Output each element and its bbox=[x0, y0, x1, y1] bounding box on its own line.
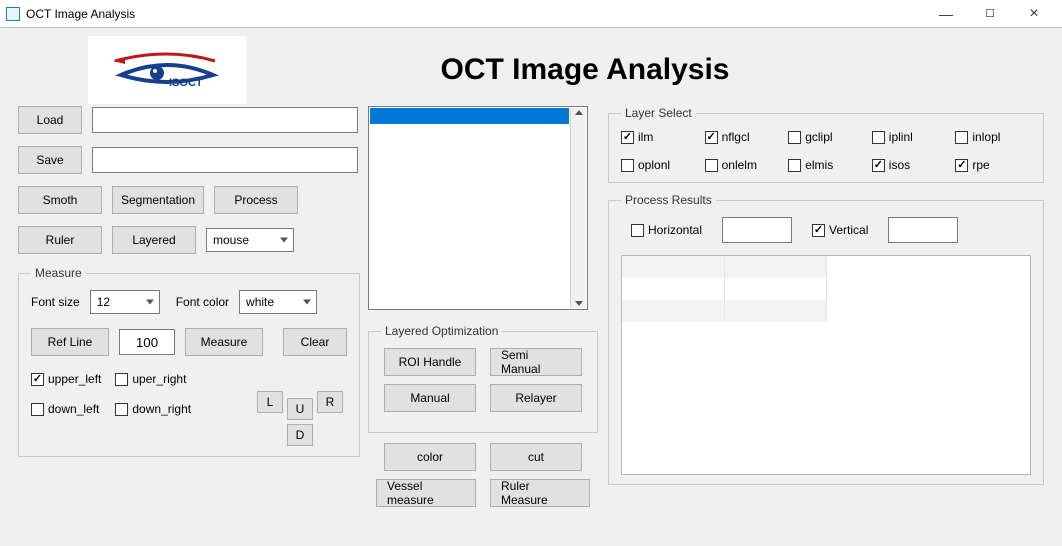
layer-checkbox-onlelm[interactable]: onlelm bbox=[705, 158, 781, 172]
layer-checkbox-inlopl[interactable]: inlopl bbox=[955, 130, 1031, 144]
dpad-up-button[interactable]: U bbox=[287, 398, 313, 420]
minimize-button[interactable]: — bbox=[924, 1, 968, 27]
image-list-panel[interactable] bbox=[368, 106, 588, 310]
save-path-input[interactable] bbox=[92, 147, 358, 173]
vertical-input[interactable] bbox=[888, 217, 958, 243]
load-path-input[interactable] bbox=[92, 107, 358, 133]
layered-optimization-group: Layered Optimization ROI Handle Semi Man… bbox=[368, 324, 598, 433]
refline-input[interactable] bbox=[119, 329, 175, 355]
down-right-checkbox[interactable]: down_right bbox=[115, 402, 191, 416]
mode-combo[interactable]: mouse bbox=[206, 228, 294, 252]
smooth-button[interactable]: Smoth bbox=[18, 186, 102, 214]
layered-opt-legend: Layered Optimization bbox=[381, 324, 502, 338]
layer-checkbox-gclipl[interactable]: gclipl bbox=[788, 130, 864, 144]
window-title: OCT Image Analysis bbox=[26, 7, 924, 21]
selected-item-bar bbox=[370, 108, 569, 124]
horizontal-checkbox[interactable]: Horizontal bbox=[631, 223, 702, 237]
horizontal-input[interactable] bbox=[722, 217, 792, 243]
layer-checkbox-isos[interactable]: isos bbox=[872, 158, 948, 172]
layer-checkbox-ilm[interactable]: ilm bbox=[621, 130, 697, 144]
maximize-button[interactable]: ☐ bbox=[968, 1, 1012, 27]
close-button[interactable]: × bbox=[1012, 1, 1056, 27]
cut-button[interactable]: cut bbox=[490, 443, 582, 471]
layer-checkbox-nflgcl[interactable]: nflgcl bbox=[705, 130, 781, 144]
fontcolor-combo[interactable]: white bbox=[239, 290, 317, 314]
titlebar: OCT Image Analysis — ☐ × bbox=[0, 0, 1062, 28]
dpad-right-button[interactable]: R bbox=[317, 391, 343, 413]
process-button[interactable]: Process bbox=[214, 186, 298, 214]
save-button[interactable]: Save bbox=[18, 146, 82, 174]
clear-button[interactable]: Clear bbox=[283, 328, 347, 356]
load-button[interactable]: Load bbox=[18, 106, 82, 134]
layered-button[interactable]: Layered bbox=[112, 226, 196, 254]
measure-group: Measure Font size 12 Font color white Re… bbox=[18, 266, 360, 457]
results-table[interactable] bbox=[621, 255, 1031, 475]
layer-checkbox-rpe[interactable]: rpe bbox=[955, 158, 1031, 172]
logo: ISOCT bbox=[88, 36, 246, 104]
mode-combo-value: mouse bbox=[213, 233, 249, 247]
page-title: OCT Image Analysis bbox=[126, 53, 1044, 87]
ruler-measure-button[interactable]: Ruler Measure bbox=[490, 479, 590, 507]
layer-checkbox-oplonl[interactable]: oplonl bbox=[621, 158, 697, 172]
layer-select-legend: Layer Select bbox=[621, 106, 696, 120]
dpad-down-button[interactable]: D bbox=[287, 424, 313, 446]
measure-button[interactable]: Measure bbox=[185, 328, 263, 356]
semi-manual-button[interactable]: Semi Manual bbox=[490, 348, 582, 376]
vessel-measure-button[interactable]: Vessel measure bbox=[376, 479, 476, 507]
fontsize-label: Font size bbox=[31, 295, 80, 309]
down-left-checkbox[interactable]: down_left bbox=[31, 402, 101, 416]
relayer-button[interactable]: Relayer bbox=[490, 384, 582, 412]
fontsize-combo[interactable]: 12 bbox=[90, 290, 160, 314]
manual-button[interactable]: Manual bbox=[384, 384, 476, 412]
logo-text: ISOCT bbox=[169, 77, 203, 89]
fontcolor-value: white bbox=[246, 295, 274, 309]
roi-handle-button[interactable]: ROI Handle bbox=[384, 348, 476, 376]
color-button[interactable]: color bbox=[384, 443, 476, 471]
direction-pad: U L D R bbox=[257, 372, 343, 446]
measure-legend: Measure bbox=[31, 266, 86, 280]
scroll-down-icon[interactable] bbox=[575, 301, 583, 306]
upper-left-checkbox[interactable]: upper_left bbox=[31, 372, 101, 386]
fontsize-value: 12 bbox=[97, 295, 110, 309]
process-results-legend: Process Results bbox=[621, 193, 716, 207]
upper-right-checkbox[interactable]: uper_right bbox=[115, 372, 191, 386]
dpad-left-button[interactable]: L bbox=[257, 391, 283, 413]
refline-button[interactable]: Ref Line bbox=[31, 328, 109, 356]
layer-checkbox-iplinl[interactable]: iplinl bbox=[872, 130, 948, 144]
layer-checkbox-elmis[interactable]: elmis bbox=[788, 158, 864, 172]
vertical-checkbox[interactable]: Vertical bbox=[812, 223, 868, 237]
scrollbar[interactable] bbox=[570, 108, 586, 308]
segmentation-button[interactable]: Segmentation bbox=[112, 186, 204, 214]
fontcolor-label: Font color bbox=[176, 295, 229, 309]
app-icon bbox=[6, 7, 20, 21]
ruler-button[interactable]: Ruler bbox=[18, 226, 102, 254]
process-results-group: Process Results Horizontal Vertical bbox=[608, 193, 1044, 485]
layer-select-group: Layer Select ilm nflgcl gclipl iplinl inlopl… bbox=[608, 106, 1044, 183]
scroll-up-icon[interactable] bbox=[575, 110, 583, 115]
client-area: ISOCT OCT Image Analysis Load Save Smoth… bbox=[0, 28, 1062, 546]
